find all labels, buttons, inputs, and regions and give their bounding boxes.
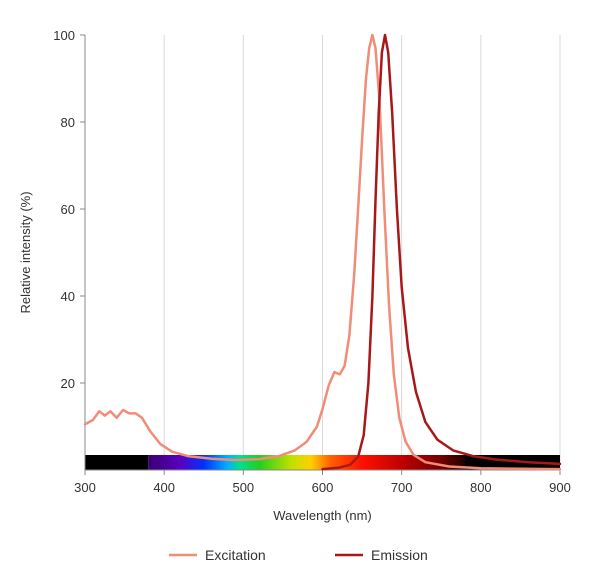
- spectrum-chart: 20 40 60 80 100 300 400 500 600 700 800 900 Waveleng…: [0, 0, 600, 588]
- xtick-label: 800: [470, 480, 492, 495]
- ytick-label: 20: [61, 376, 75, 391]
- xtick-label: 400: [153, 480, 175, 495]
- chart-canvas: 20 40 60 80 100 300 400 500 600 700 800 900 Waveleng…: [0, 0, 600, 588]
- xtick-label: 600: [312, 480, 334, 495]
- chart-bg: [0, 0, 600, 588]
- xtick-label: 300: [74, 480, 96, 495]
- ytick-label: 100: [53, 28, 75, 43]
- spectrum-left-black: [85, 455, 148, 470]
- legend-label: Emission: [371, 547, 428, 563]
- xtick-label: 900: [549, 480, 571, 495]
- ytick-label: 60: [61, 202, 75, 217]
- legend-label: Excitation: [205, 547, 266, 563]
- ytick-label: 40: [61, 289, 75, 304]
- y-axis-label: Relative intensity (%): [18, 191, 33, 313]
- ytick-label: 80: [61, 115, 75, 130]
- x-axis-label: Wavelength (nm): [273, 508, 372, 523]
- xtick-label: 500: [232, 480, 254, 495]
- xtick-label: 700: [391, 480, 413, 495]
